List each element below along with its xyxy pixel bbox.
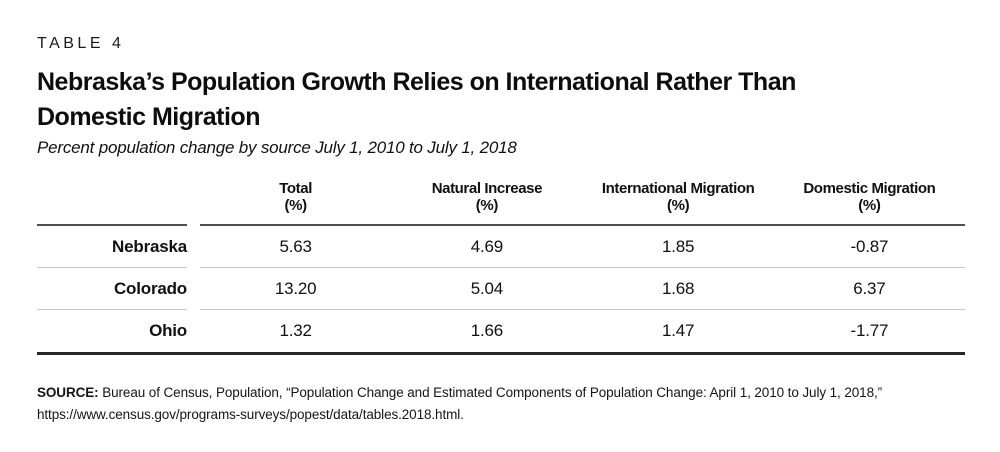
- table-cell: 6.37: [853, 278, 886, 298]
- row-label: Nebraska: [37, 226, 187, 268]
- column-header-international-migration: International Migration (%): [583, 180, 774, 224]
- row-label: Ohio: [149, 321, 187, 340]
- column-header-name: International Migration: [601, 180, 755, 197]
- table-cell: 5.04: [470, 278, 504, 298]
- table-cell: 1.85: [661, 236, 695, 256]
- table-row-nebraska: Nebraska 5.63 4.69 1.85 -0.87: [37, 226, 965, 268]
- header-cells: Total (%) Natural Increase (%) Internati…: [200, 180, 965, 226]
- table-bottom-rule: [37, 352, 965, 355]
- table-cell: -1.77: [850, 321, 889, 340]
- table-subtitle: Percent population change by source July…: [37, 138, 517, 157]
- column-header-unit: (%): [858, 197, 881, 214]
- table-cell: 1.32: [279, 321, 312, 340]
- column-header-natural-increase: Natural Increase (%): [391, 180, 582, 224]
- table-cell: -0.87: [850, 236, 889, 256]
- source-note: SOURCE: Bureau of Census, Population, “P…: [37, 382, 965, 426]
- data-table: Total (%) Natural Increase (%) Internati…: [37, 180, 965, 355]
- column-header-unit: (%): [284, 197, 308, 214]
- table-header-row: Total (%) Natural Increase (%) Internati…: [37, 180, 965, 226]
- table-row-ohio: Ohio 1.32 1.66 1.47 -1.77: [37, 310, 965, 352]
- table-cell: 1.47: [661, 321, 695, 340]
- table-figure: TABLE 4 Nebraska’s Population Growth Rel…: [37, 35, 965, 426]
- table-cell: 1.66: [470, 321, 504, 340]
- table-cell: 13.20: [274, 278, 317, 298]
- table-cell: 1.68: [661, 278, 695, 298]
- column-header-name: Total: [279, 180, 312, 197]
- row-label: Colorado: [37, 268, 187, 310]
- column-header-unit: (%): [667, 197, 690, 214]
- table-cell: 4.69: [470, 236, 504, 256]
- source-text: Bureau of Census, Population, “Populatio…: [37, 385, 883, 422]
- source-label: SOURCE:: [37, 385, 99, 400]
- table-cell: 5.63: [279, 236, 312, 256]
- column-header-total: Total (%): [200, 180, 391, 224]
- table-row-colorado: Colorado 13.20 5.04 1.68 6.37: [37, 268, 965, 310]
- row-values: 5.63 4.69 1.85 -0.87: [200, 226, 965, 268]
- row-values: 1.32 1.66 1.47 -1.77: [200, 310, 965, 352]
- table-title-line-1: Nebraska’s Population Growth Relies on I…: [37, 68, 796, 96]
- column-header-domestic-migration: Domestic Migration (%): [774, 180, 965, 224]
- column-header-name: Domestic Migration: [803, 180, 936, 197]
- header-row-label-spacer: [37, 180, 187, 226]
- table-number-label: TABLE 4: [37, 35, 125, 52]
- table-title: Nebraska’s Population Growth Relies on I…: [37, 65, 965, 135]
- column-header-name: Natural Increase: [431, 180, 543, 197]
- column-header-unit: (%): [475, 197, 499, 214]
- row-values: 13.20 5.04 1.68 6.37: [200, 268, 965, 310]
- table-title-line-2: Domestic Migration: [37, 103, 260, 131]
